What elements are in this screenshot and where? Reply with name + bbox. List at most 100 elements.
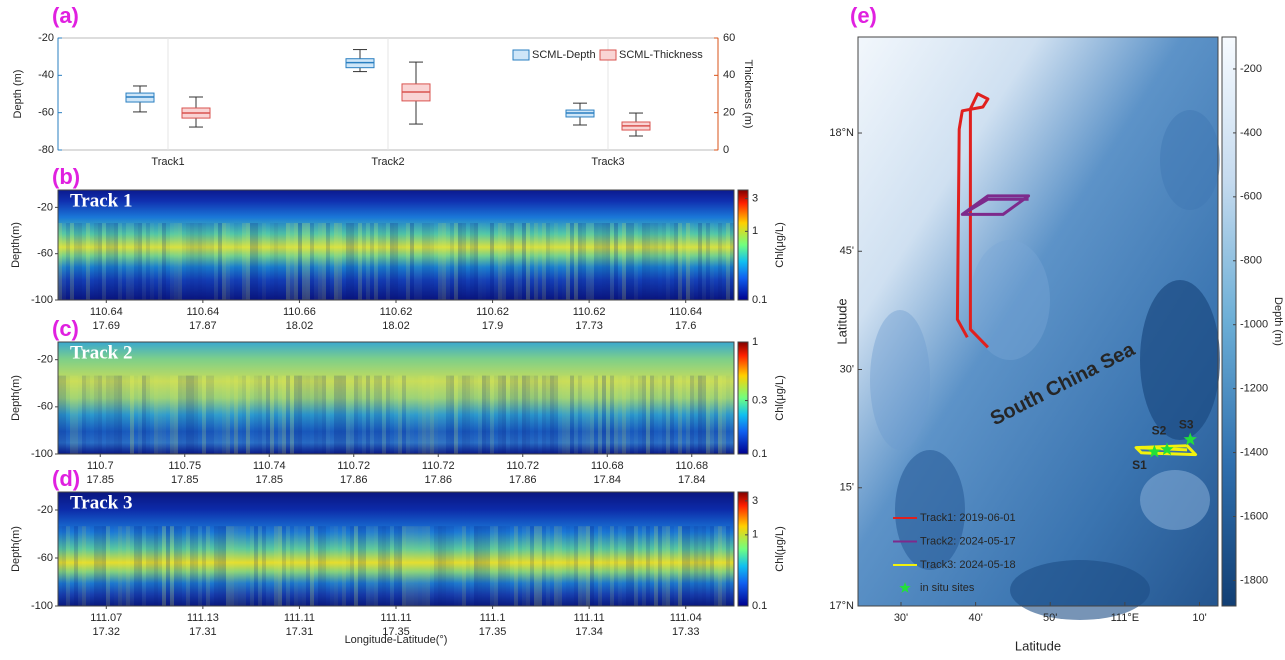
heatmap-texture [390, 223, 394, 300]
heatmap-texture [426, 375, 430, 454]
heatmap-texture [538, 223, 542, 300]
heatmap-texture [262, 375, 266, 454]
heatmap-texture [662, 526, 666, 606]
colorbar-tick-label: 0.1 [752, 600, 767, 612]
heatmap-texture [630, 526, 634, 606]
y2-tick-label: 40 [723, 69, 735, 81]
heatmap-texture [318, 223, 322, 300]
heatmap-texture [338, 375, 342, 454]
heatmap-texture [314, 223, 318, 300]
heatmap-texture [446, 375, 450, 454]
x-tick-label: 110.75 [168, 460, 201, 472]
heatmap-texture [118, 223, 122, 300]
heatmap-texture [510, 223, 514, 300]
x-tick-label: 110.74 [253, 460, 286, 472]
heatmap-texture [186, 526, 190, 606]
heatmap-texture [718, 375, 722, 454]
heatmap-texture [326, 223, 330, 300]
site-label: S1 [1132, 458, 1147, 472]
y-axis-label: Depth(m) [10, 375, 22, 421]
heatmap-texture [726, 223, 730, 300]
colorbar-tick-label: -800 [1240, 255, 1262, 267]
colorbar [737, 341, 749, 455]
x-tick-label: 17.35 [382, 626, 410, 638]
heatmap-image [58, 342, 734, 454]
heatmap-texture [190, 526, 194, 606]
heatmap-texture [254, 526, 258, 606]
heatmap-texture [614, 526, 618, 606]
x-tick-label: 111.1 [480, 612, 506, 624]
heatmap-texture [202, 526, 206, 606]
heatmap-texture [594, 375, 598, 454]
heatmap-texture [174, 526, 178, 606]
heatmap-texture [294, 375, 298, 454]
heatmap-texture [490, 526, 494, 606]
heatmap-texture [562, 223, 566, 300]
heatmap-texture [166, 376, 170, 454]
heatmap-texture [290, 375, 294, 454]
heatmap-texture [654, 223, 658, 300]
x-tick-label: 110.68 [675, 460, 708, 472]
heatmap-texture [338, 223, 342, 300]
heatmap-texture [242, 375, 246, 454]
heatmap-texture [154, 223, 158, 300]
heatmap-texture [422, 526, 426, 606]
x-tick-label: 110.72 [422, 460, 455, 472]
heatmap-texture [246, 223, 250, 300]
y-tick-label: -20 [38, 32, 54, 44]
heatmap-texture [518, 376, 522, 454]
heatmap-texture [150, 526, 154, 606]
heatmap-texture [450, 375, 454, 454]
x-tick-label: 17.33 [672, 626, 700, 638]
heatmap-texture [330, 526, 334, 606]
heatmap-texture [222, 223, 226, 300]
heatmap-texture [210, 375, 214, 454]
heatmap-texture [462, 526, 466, 606]
heatmap-texture [670, 526, 674, 606]
heatmap-texture [234, 526, 238, 606]
heatmap-texture [730, 375, 734, 454]
heatmap-texture [62, 375, 66, 454]
heatmap-texture [190, 375, 194, 454]
y-tick-label: 15' [840, 482, 854, 494]
heatmap-texture [106, 223, 110, 300]
heatmap-texture [254, 223, 258, 300]
heatmap-texture [258, 526, 262, 606]
heatmap-image [58, 190, 734, 300]
heatmap-texture [174, 223, 178, 300]
heatmap-texture [94, 375, 98, 454]
heatmap-texture [154, 375, 158, 454]
heatmap-texture [166, 526, 170, 606]
bathymetry-feature [1140, 470, 1210, 530]
heatmap-texture [350, 223, 354, 300]
heatmap-texture [274, 223, 278, 300]
heatmap-texture [398, 223, 402, 300]
heatmap-texture [318, 375, 322, 454]
heatmap-texture [398, 526, 402, 606]
colorbar-tick-label: 1 [752, 529, 758, 541]
heatmap-texture [230, 223, 234, 300]
heatmap-texture [338, 526, 342, 606]
heatmap-texture [282, 223, 286, 300]
heatmap-texture [58, 526, 62, 606]
heatmap-texture [454, 223, 458, 300]
heatmap-texture [710, 526, 714, 606]
x-tick-label: 17.31 [189, 626, 217, 638]
heatmap-texture [702, 526, 706, 606]
heatmap-texture [150, 376, 154, 454]
heatmap-texture [610, 375, 614, 454]
heatmap-texture [422, 375, 426, 454]
heatmap-texture [70, 223, 74, 300]
heatmap-texture [530, 223, 534, 300]
heatmap-texture [274, 526, 278, 606]
heatmap-texture [574, 526, 578, 606]
heatmap-texture [134, 526, 138, 606]
y-tick-label: -20 [37, 201, 53, 213]
heatmap-texture [162, 375, 166, 454]
x-tick-label: 110.62 [476, 306, 509, 318]
x-tick-label: 17.85 [171, 474, 199, 486]
heatmap-texture [418, 375, 422, 454]
heatmap-texture [270, 223, 274, 300]
colorbar-tick-label: -1600 [1240, 510, 1268, 522]
legend-label: Track1: 2019-06-01 [920, 512, 1016, 524]
